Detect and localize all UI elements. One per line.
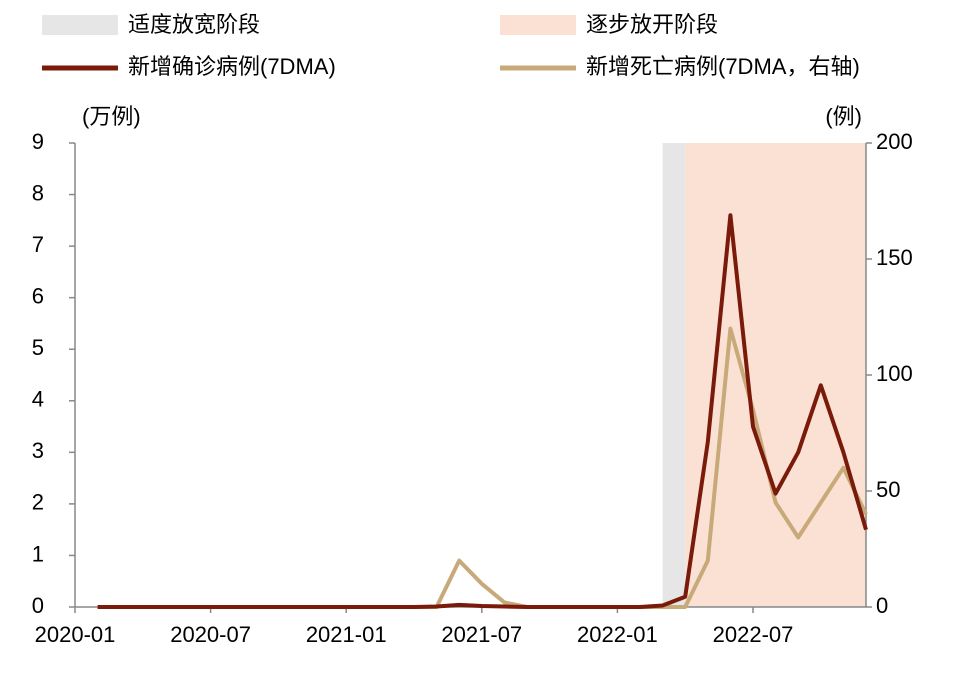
y-tick-label: 3: [32, 438, 44, 463]
y2-tick-label: 50: [876, 477, 900, 502]
shaded-region: [685, 143, 866, 607]
y2-tick-label: 150: [876, 245, 913, 270]
shaded-region: [662, 143, 686, 607]
x-tick-label: 2020-07: [170, 622, 251, 647]
y-tick-label: 8: [32, 180, 44, 205]
y-axis-label: (万例): [82, 104, 141, 129]
x-tick-label: 2021-07: [441, 622, 522, 647]
x-tick-label: 2022-07: [713, 622, 794, 647]
legend-swatch: [42, 15, 118, 35]
legend-label: 新增确诊病例(7DMA): [128, 54, 336, 79]
y-tick-label: 0: [32, 593, 44, 618]
legend-label: 逐步放开阶段: [586, 12, 718, 37]
y-tick-label: 5: [32, 335, 44, 360]
legend-label: 新增死亡病例(7DMA，右轴): [586, 54, 860, 79]
y-tick-label: 7: [32, 232, 44, 257]
y2-tick-label: 200: [876, 129, 913, 154]
legend-label: 适度放宽阶段: [128, 12, 260, 37]
y-tick-label: 1: [32, 541, 44, 566]
y-tick-label: 2: [32, 490, 44, 515]
legend-swatch: [500, 15, 576, 35]
y2-tick-label: 100: [876, 361, 913, 386]
x-tick-label: 2022-01: [577, 622, 658, 647]
y-tick-label: 6: [32, 283, 44, 308]
x-tick-label: 2020-01: [35, 622, 116, 647]
y-tick-label: 4: [32, 387, 44, 412]
y2-axis-label: (例): [825, 104, 862, 129]
series-line: [97, 213, 868, 609]
y-tick-label: 9: [32, 129, 44, 154]
y2-tick-label: 0: [876, 593, 888, 618]
x-tick-label: 2021-01: [306, 622, 387, 647]
